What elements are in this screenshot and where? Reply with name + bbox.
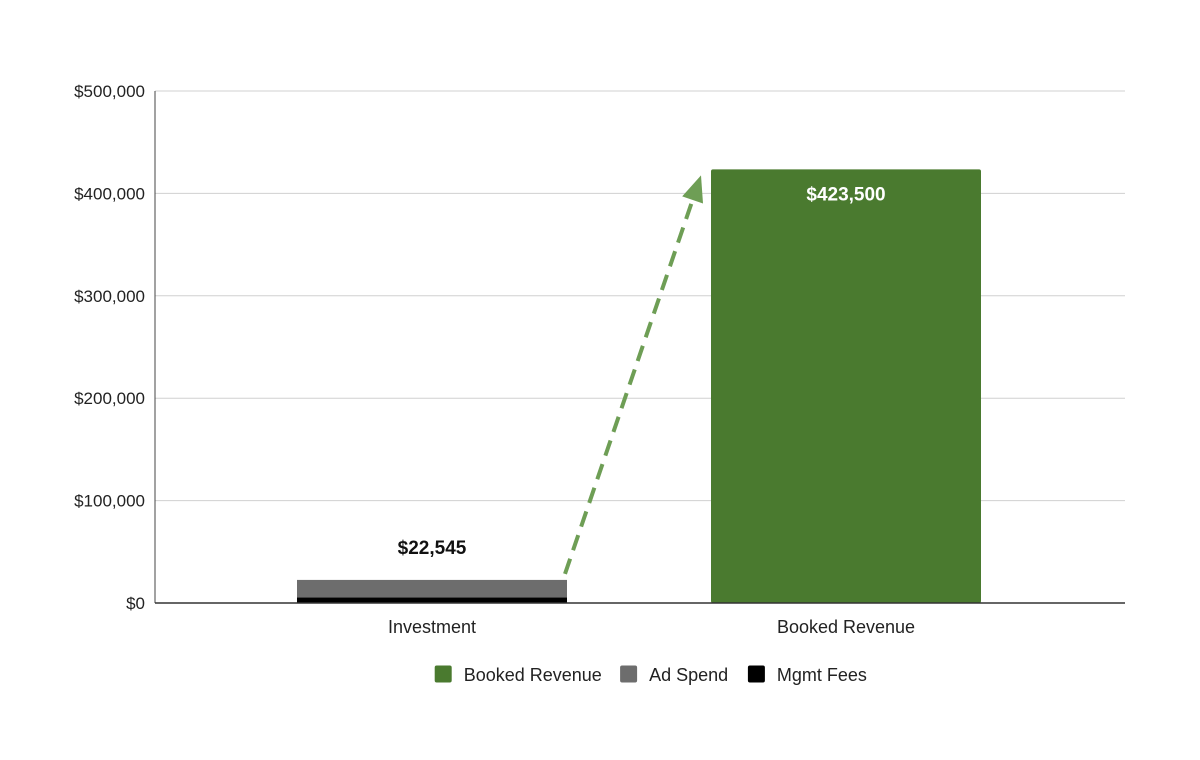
legend-item-mgmt-fees: Mgmt Fees — [747, 665, 867, 685]
y-tick-label: $300,000 — [74, 287, 145, 306]
legend-swatch — [434, 665, 452, 683]
data-labels: $22,545 $423,500 — [398, 184, 886, 559]
y-tick-label: $100,000 — [74, 492, 145, 511]
legend-item-ad-spend: Ad Spend — [620, 665, 728, 685]
y-tick-label: $500,000 — [74, 82, 145, 101]
y-tick-label: $400,000 — [74, 184, 145, 203]
legend-label: Booked Revenue — [464, 665, 602, 685]
legend-item-booked-revenue: Booked Revenue — [434, 665, 602, 685]
y-tick-label: $0 — [126, 594, 145, 613]
data-label-investment: $22,545 — [398, 538, 467, 559]
legend-swatch — [620, 665, 638, 683]
axes: $0 $100,000 $200,000 $300,000 $400,000 $500,0… — [74, 82, 1125, 637]
legend-label: Ad Spend — [649, 665, 728, 685]
x-category-label: Investment — [388, 617, 476, 637]
y-tick-label: $200,000 — [74, 389, 145, 408]
legend: Booked Revenue Ad Spend Mgmt Fees — [434, 665, 867, 685]
growth-arrow — [563, 175, 704, 575]
bars — [297, 169, 981, 603]
legend-swatch — [747, 665, 765, 683]
bar-investment-ad-spend — [297, 579, 567, 598]
data-label-booked-revenue: $423,500 — [806, 184, 885, 205]
arrow-head — [682, 175, 704, 204]
x-category-label: Booked Revenue — [777, 617, 915, 637]
bar-investment-mgmt-fees — [297, 597, 567, 603]
arrow-shaft — [563, 199, 695, 575]
bar-booked-revenue-booked-revenue — [711, 169, 981, 603]
legend-label: Mgmt Fees — [777, 665, 867, 685]
